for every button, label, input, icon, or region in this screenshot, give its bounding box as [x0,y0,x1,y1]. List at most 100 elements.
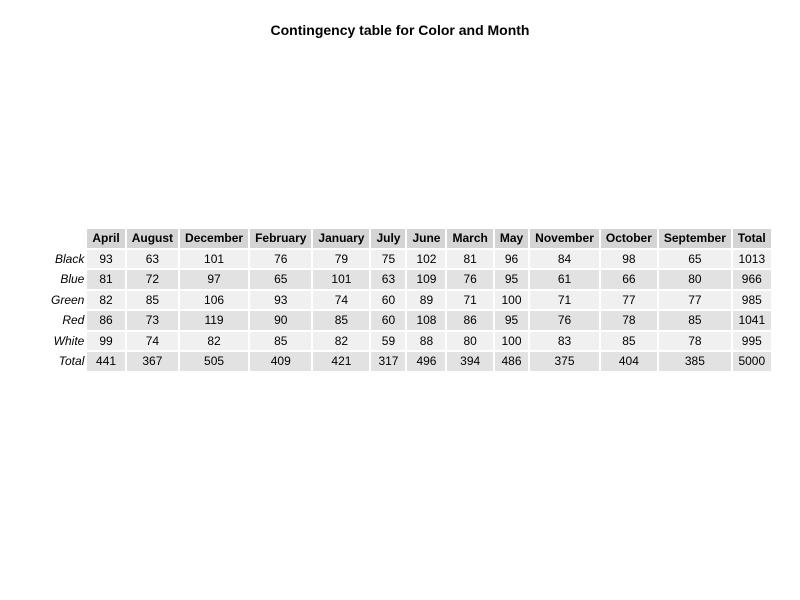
column-header-december: December [180,229,249,248]
column-header-july: July [371,229,406,248]
table-cell-blue-june: 109 [407,270,446,289]
table-cell-black-total: 1013 [732,249,771,268]
column-header-april: April [87,229,125,248]
table-cell-green-october: 77 [600,290,657,309]
column-header-november: November [530,229,599,248]
table-cell-blue-september: 80 [658,270,731,289]
table-cell-red-october: 78 [600,311,657,330]
table-cell-blue-october: 66 [600,270,657,289]
table-cell-red-december: 119 [180,311,249,330]
table-cell-red-june: 108 [407,311,446,330]
table-cell-black-january: 79 [313,249,370,268]
table-cell-white-january: 82 [313,331,370,350]
table-cell-blue-august: 72 [126,270,179,289]
row-header-white: White [53,333,85,348]
table-cell-red-total: 1041 [732,311,771,330]
table-row-red: Red 86 73 119 90 85 60 108 86 95 76 78 85 1041 [51,311,771,330]
table-cell-green-june: 89 [407,290,446,309]
table-cell-black-november: 84 [530,249,599,268]
table-cell-total-october: 404 [600,352,657,371]
table-cell-total-june: 496 [407,352,446,371]
table-cell-green-november: 71 [530,290,599,309]
row-header-green: Green [51,292,85,307]
row-header-black: Black [55,251,85,266]
chart-title: Contingency table for Color and Month [270,22,530,38]
table-cell-blue-november: 61 [530,270,599,289]
table-cell-black-may: 96 [494,249,529,268]
table-cell-black-july: 75 [371,249,406,268]
table-cell-red-march: 86 [447,311,493,330]
column-header-september: September [658,229,731,248]
table-cell-black-august: 63 [126,249,179,268]
table-cell-white-september: 78 [658,331,731,350]
table-cell-black-february: 76 [250,249,312,268]
row-header-blue: Blue [60,272,85,287]
table-cell-white-october: 85 [600,331,657,350]
table-cell-blue-february: 65 [250,270,312,289]
table-cell-white-june: 88 [407,331,446,350]
table-cell-red-september: 85 [658,311,731,330]
table-cell-black-october: 98 [600,249,657,268]
row-header-total: Total [58,354,85,369]
table-row-total: Total 441 367 505 409 421 317 496 394 486 375 404 38… [51,352,771,371]
table-cell-total-february: 409 [250,352,312,371]
column-header-august: August [126,229,179,248]
table-cell-white-august: 74 [126,331,179,350]
row-header-red: Red [62,313,85,328]
table-cell-green-july: 60 [371,290,406,309]
table-cell-black-june: 102 [407,249,446,268]
table-cell-black-september: 65 [658,249,731,268]
table-cell-total-total: 5000 [732,352,771,371]
table-cell-blue-april: 81 [87,270,125,289]
table-cell-red-november: 76 [530,311,599,330]
table-cell-green-september: 77 [658,290,731,309]
table-cell-blue-january: 101 [313,270,370,289]
table-cell-red-august: 73 [126,311,179,330]
table-cell-white-may: 100 [494,331,529,350]
table-cell-total-april: 441 [87,352,125,371]
table-cell-blue-july: 63 [371,270,406,289]
table-cell-total-august: 367 [126,352,179,371]
table-header-row: April August December February January July Ju… [51,229,771,248]
table-cell-total-november: 375 [530,352,599,371]
table-cell-white-december: 82 [180,331,249,350]
table-cell-red-may: 95 [494,311,529,330]
contingency-table: April August December February January July Ju… [49,227,773,373]
table-cell-white-november: 83 [530,331,599,350]
table-cell-red-july: 60 [371,311,406,330]
table-cell-red-february: 90 [250,311,312,330]
table-cell-blue-may: 95 [494,270,529,289]
column-header-january: January [313,229,370,248]
table-cell-red-april: 86 [87,311,125,330]
table-cell-white-july: 59 [371,331,406,350]
table-cell-green-december: 106 [180,290,249,309]
column-header-total: Total [732,229,771,248]
table-row-blue: Blue 81 72 97 65 101 63 109 76 95 61 66 80 966 [51,270,771,289]
table-cell-green-august: 85 [126,290,179,309]
table-row-green: Green 82 85 106 93 74 60 89 71 100 71 77 77 985 [51,290,771,309]
column-header-february: February [250,229,312,248]
table-cell-white-april: 99 [87,331,125,350]
table-cell-total-december: 505 [180,352,249,371]
table-cell-total-september: 385 [658,352,731,371]
table-cell-green-february: 93 [250,290,312,309]
table-cell-black-december: 101 [180,249,249,268]
table-cell-total-march: 394 [447,352,493,371]
column-header-october: October [600,229,657,248]
table-cell-white-february: 85 [250,331,312,350]
table-cell-total-january: 421 [313,352,370,371]
table-row-black: Black 93 63 101 76 79 75 102 81 96 84 98 65 1013 [51,249,771,268]
table-cell-green-january: 74 [313,290,370,309]
table-cell-blue-march: 76 [447,270,493,289]
table-cell-total-may: 486 [494,352,529,371]
table-cell-green-total: 985 [732,290,771,309]
table-cell-red-january: 85 [313,311,370,330]
table-cell-black-april: 93 [87,249,125,268]
table-cell-white-march: 80 [447,331,493,350]
table-cell-total-july: 317 [371,352,406,371]
table-cell-green-may: 100 [494,290,529,309]
column-header-june: June [407,229,446,248]
table-row-white: White 99 74 82 85 82 59 88 80 100 83 85 78 995 [51,331,771,350]
table-cell-green-april: 82 [87,290,125,309]
column-header-may: May [494,229,529,248]
